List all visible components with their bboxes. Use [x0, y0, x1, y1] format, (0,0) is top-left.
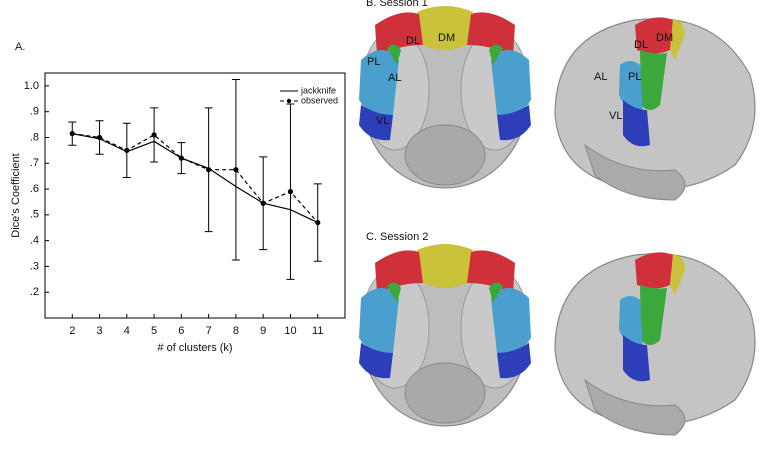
- region-label: PL: [628, 71, 641, 83]
- x-tick-label: 9: [260, 325, 266, 337]
- point: [69, 131, 75, 137]
- region-label: PL: [367, 56, 380, 68]
- point: [260, 200, 266, 206]
- x-tick-label: 8: [233, 325, 239, 337]
- point: [178, 155, 184, 161]
- y-tick-label: .7: [30, 157, 39, 169]
- x-tick-label: 5: [151, 325, 157, 337]
- x-tick-label: 10: [284, 325, 296, 337]
- y-tick-label: .2: [30, 286, 39, 298]
- x-tick-label: 6: [178, 325, 184, 337]
- panel-label: B. Session 1: [366, 0, 428, 9]
- region-label: DL: [406, 35, 420, 47]
- chart: .2 .3 .4 .5 .6 .7 .8 .9 1.0 2 3 4 5 6 7 8 9 10 11 # of clus…: [10, 72, 346, 354]
- y-tick-label: .5: [30, 209, 39, 221]
- x-tick-label: 2: [69, 325, 75, 337]
- region-label: VL: [609, 110, 622, 122]
- legend-label: jackknife: [300, 85, 336, 95]
- y-tick-label: .9: [30, 106, 39, 118]
- legend-marker: [286, 98, 292, 104]
- point: [206, 167, 212, 173]
- y-tick-label: 1.0: [24, 80, 39, 92]
- x-axis-label: # of clusters (k): [157, 342, 232, 354]
- region-label: AL: [594, 71, 607, 83]
- x-tick-label: 7: [206, 325, 212, 337]
- point: [96, 134, 103, 141]
- y-axis-label: Dice's Coefficient: [10, 153, 22, 237]
- region-label: DM: [438, 32, 455, 44]
- region-label: DM: [656, 32, 673, 44]
- brain-side-image: [554, 16, 756, 201]
- y-tick-label: .4: [30, 235, 39, 247]
- point: [151, 132, 157, 138]
- brain-side-image: [554, 251, 756, 436]
- series-line: [72, 133, 318, 224]
- region-label: AL: [388, 72, 401, 84]
- x-tick-label: 11: [312, 325, 323, 337]
- y-tick-label: .8: [30, 131, 39, 143]
- x-tick-label: 3: [96, 325, 102, 337]
- series-line: [72, 133, 319, 223]
- panel-label: A.: [15, 41, 25, 53]
- point: [124, 147, 130, 153]
- region-label: VL: [376, 115, 389, 127]
- y-tick-label: .6: [30, 183, 39, 195]
- point: [233, 167, 239, 173]
- y-tick-label: .3: [30, 260, 39, 272]
- brain-front-image: [358, 243, 532, 427]
- point: [287, 189, 294, 195]
- x-tick-label: 4: [124, 325, 130, 337]
- point: [315, 219, 321, 226]
- panel-label: C. Session 2: [366, 231, 428, 243]
- plot-frame: [44, 72, 346, 319]
- legend-label: observed: [301, 95, 338, 105]
- region-label: DL: [634, 39, 648, 51]
